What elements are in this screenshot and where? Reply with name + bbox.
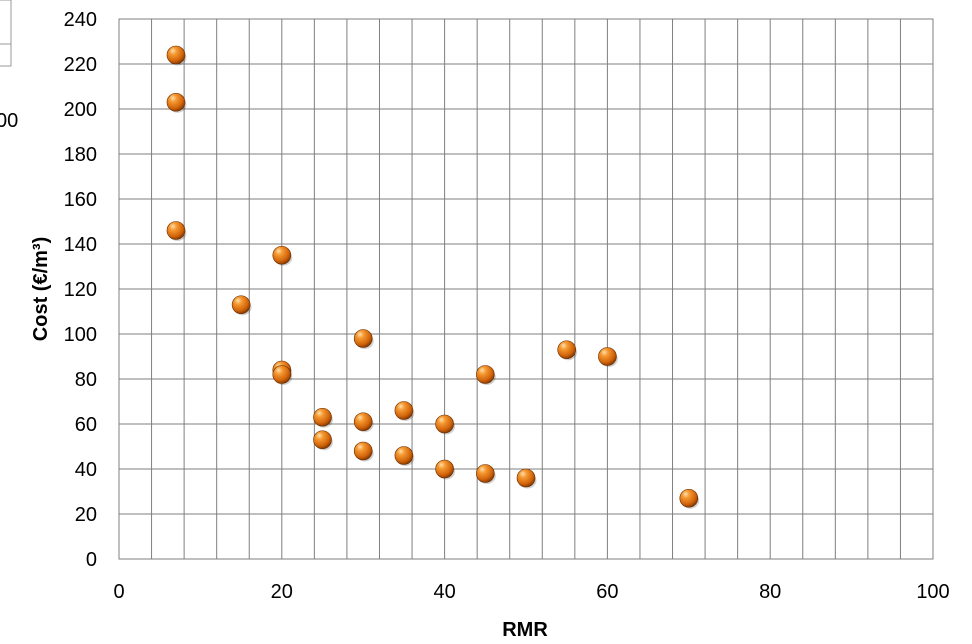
y-tick-label: 0 xyxy=(86,549,97,571)
data-point xyxy=(166,92,187,113)
data-point xyxy=(272,245,293,266)
y-tick-label: 240 xyxy=(64,9,97,31)
y-tick-label: 200 xyxy=(64,99,97,121)
y-tick-label: 180 xyxy=(64,144,97,166)
y-tick-label: 220 xyxy=(64,54,97,76)
y-tick-label: 120 xyxy=(64,279,97,301)
y-tick-label: 160 xyxy=(64,189,97,211)
data-point xyxy=(272,365,293,385)
y-axis-tick-labels: 0 20 40 60 80 100 120 140 160 180 200 220 240 xyxy=(64,9,97,571)
x-tick-label: 20 xyxy=(271,581,293,603)
x-axis-tick-labels: 0 20 40 60 80 100 xyxy=(113,581,949,603)
data-point xyxy=(313,407,333,428)
data-point xyxy=(679,488,700,509)
data-point xyxy=(166,221,187,241)
x-tick-label: 60 xyxy=(596,581,618,603)
gridlines xyxy=(119,19,933,559)
data-point xyxy=(435,459,456,480)
data-point xyxy=(166,45,187,66)
data-point xyxy=(394,401,415,421)
y-tick-label: 60 xyxy=(75,414,97,436)
data-point xyxy=(475,365,496,385)
data-points xyxy=(166,45,700,509)
y-axis-title: Cost (€/m³) xyxy=(30,237,52,341)
y-tick-label: 40 xyxy=(75,459,97,481)
x-tick-label: 0 xyxy=(113,581,124,603)
data-point xyxy=(313,430,333,451)
x-tick-label: 80 xyxy=(759,581,781,603)
y-tick-label: 80 xyxy=(75,369,97,391)
data-point xyxy=(231,295,252,316)
data-point xyxy=(475,464,496,484)
x-axis-title: RMR xyxy=(502,619,548,641)
data-point xyxy=(353,329,374,349)
data-point xyxy=(516,468,537,489)
y-tick-label: 140 xyxy=(64,234,97,256)
x-tick-label: 100 xyxy=(916,581,949,603)
data-point xyxy=(394,446,415,466)
data-point xyxy=(435,414,456,435)
data-point xyxy=(353,412,374,433)
data-point xyxy=(353,441,374,462)
x-tick-label: 40 xyxy=(433,581,455,603)
plot-area-border xyxy=(118,18,934,560)
y-tick-label: 100 xyxy=(64,324,97,346)
cropped-left-text: 00 xyxy=(0,110,18,132)
y-tick-label: 20 xyxy=(75,504,97,526)
cropped-table-fragment xyxy=(0,0,12,67)
data-point xyxy=(557,340,578,361)
plot-axes xyxy=(118,18,934,560)
data-point xyxy=(598,347,618,367)
